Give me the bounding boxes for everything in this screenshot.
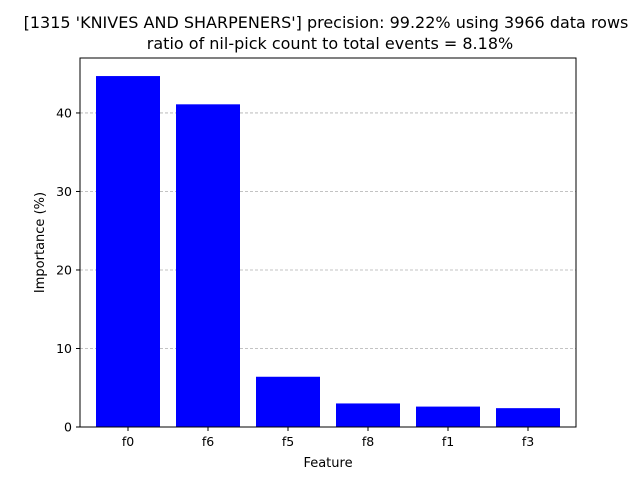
y-tick-label: 30 [56, 184, 72, 199]
x-tick-label: f6 [202, 434, 214, 449]
x-tick-label: f1 [442, 434, 454, 449]
bar-f3 [496, 408, 560, 427]
y-tick-label: 0 [64, 420, 72, 435]
bar-f0 [96, 76, 160, 428]
y-tick-label: 20 [56, 262, 72, 277]
y-tick-label: 40 [56, 105, 72, 120]
plot-frame [79, 57, 577, 428]
y-axis-label: Importance (%) [33, 192, 48, 293]
bar-f1 [416, 406, 480, 427]
chart-title-line1: [1315 'KNIVES AND SHARPENERS'] precision… [24, 13, 629, 32]
x-tick-label: f8 [362, 434, 374, 449]
x-tick-label: f3 [522, 434, 534, 449]
bar-f5 [256, 376, 320, 427]
bar-f8 [336, 403, 400, 427]
chart-title-line2: ratio of nil-pick count to total events … [147, 34, 513, 53]
x-tick-label: f5 [282, 434, 294, 449]
bars [96, 76, 560, 428]
x-axis-label: Feature [303, 456, 352, 471]
axis-ticks: 0 10 20 30 40 f0 f6 f5 f8 f1 f3 [56, 105, 534, 449]
x-tick-label: f0 [122, 434, 134, 449]
bar-f6 [176, 104, 240, 427]
y-tick-label: 10 [56, 341, 72, 356]
